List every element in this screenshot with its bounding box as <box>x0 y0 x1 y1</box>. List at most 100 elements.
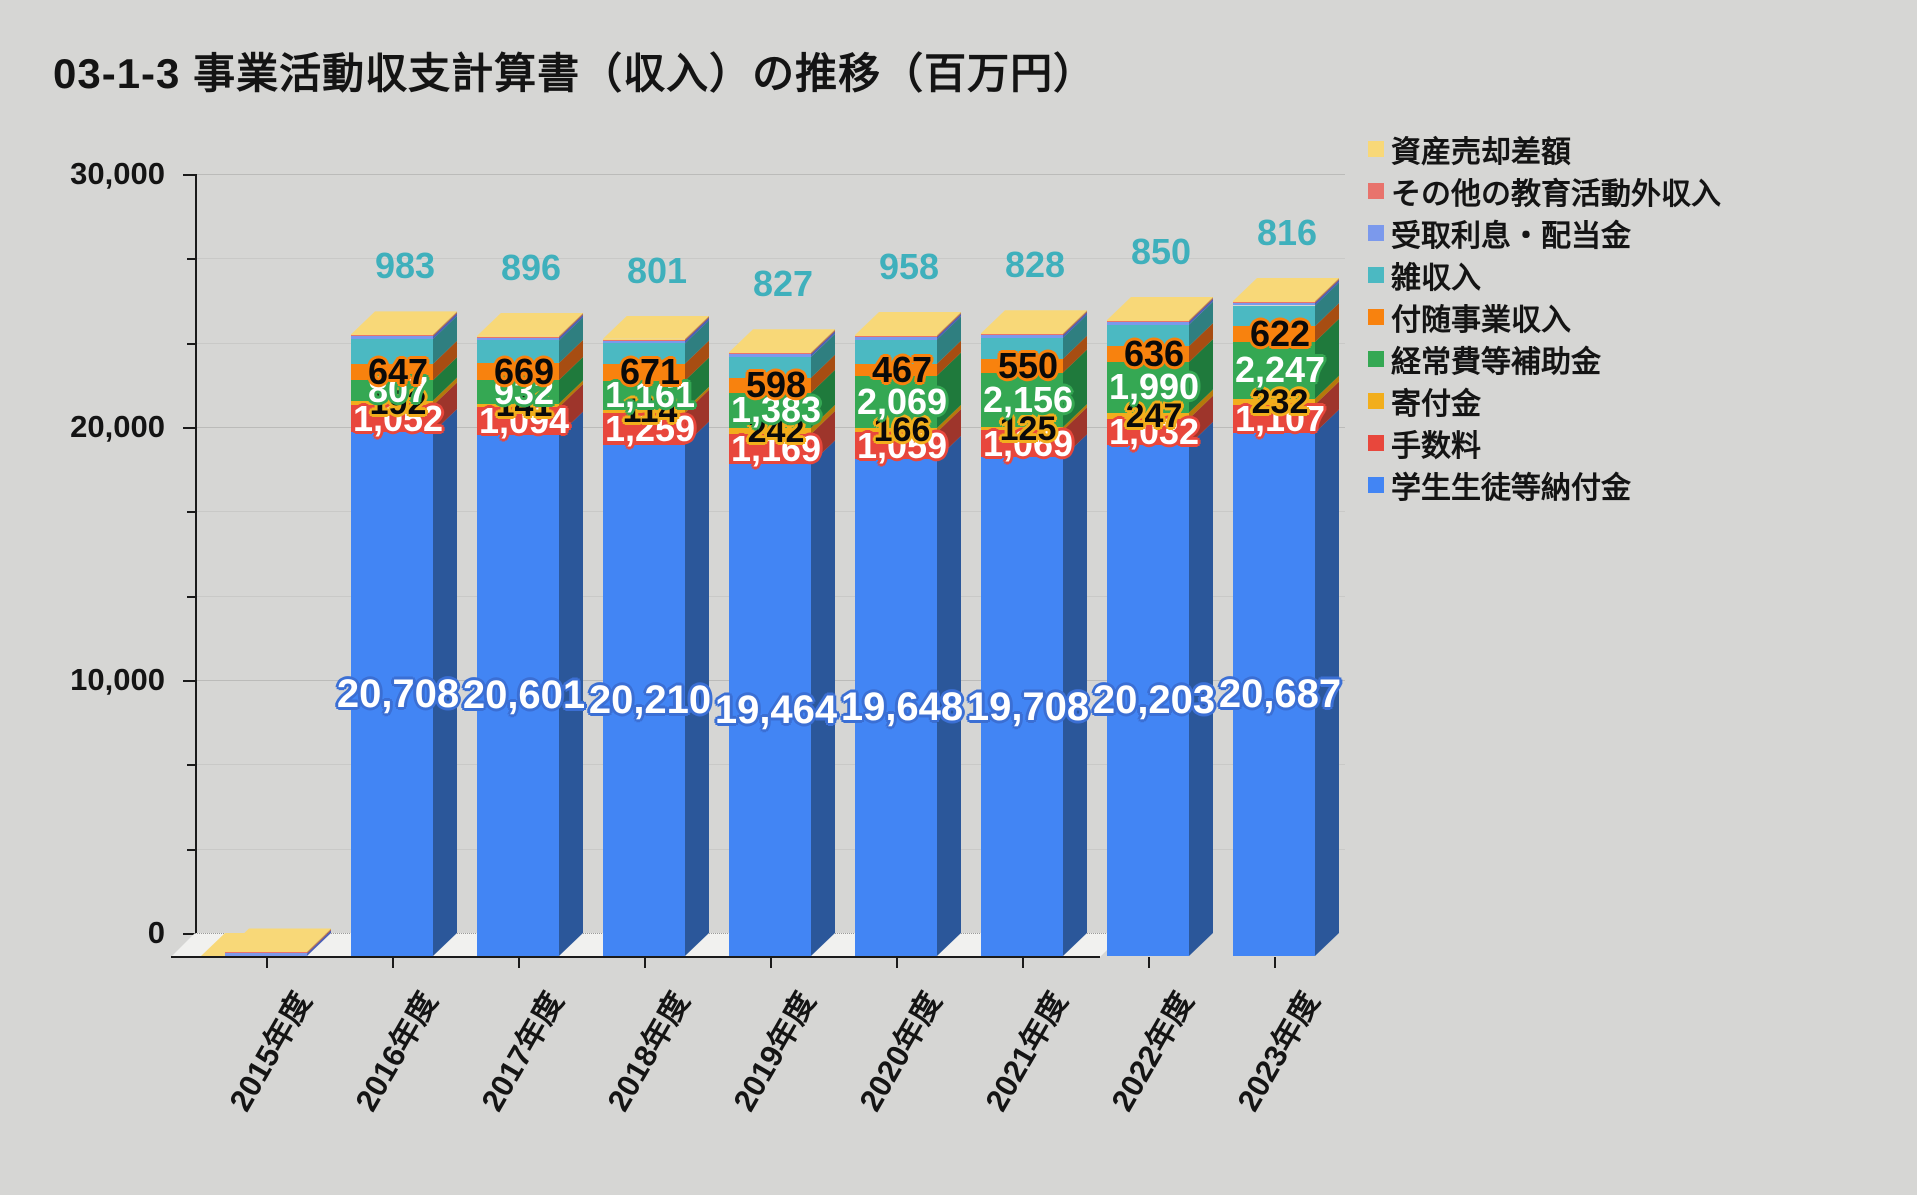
bar-segment[interactable] <box>1233 341 1315 399</box>
bar-segment[interactable] <box>1233 326 1315 342</box>
bar-segment[interactable] <box>477 379 559 404</box>
bar-segment[interactable] <box>351 338 433 364</box>
bar-segment[interactable] <box>477 363 559 380</box>
bar-segment[interactable] <box>603 339 685 341</box>
value-label: 1,259 <box>604 407 696 449</box>
bar-segment[interactable] <box>729 463 811 956</box>
bar-segment[interactable] <box>477 335 559 337</box>
bar-segment[interactable] <box>1107 321 1189 323</box>
bar-segment[interactable] <box>981 337 1063 359</box>
x-axis-tick <box>896 957 898 968</box>
bar-segment[interactable] <box>603 380 685 410</box>
bar-segment[interactable] <box>603 444 685 956</box>
bar-segment[interactable] <box>855 432 937 459</box>
bar-segment[interactable] <box>855 363 937 376</box>
bar-segment[interactable] <box>351 335 433 337</box>
bar-segment[interactable] <box>855 335 937 337</box>
bar-segment[interactable] <box>1233 300 1315 302</box>
bar-segment[interactable] <box>981 372 1063 428</box>
bar-segment[interactable] <box>981 333 1063 335</box>
bar-segment[interactable] <box>477 340 559 364</box>
bar-segment[interactable] <box>729 353 811 355</box>
bar-segment[interactable] <box>1233 302 1315 306</box>
bar-segment[interactable] <box>1233 432 1315 956</box>
bar-top-face <box>351 311 457 334</box>
legend-item[interactable]: その他の教育活動外収入 <box>1368 170 1721 212</box>
bar-segment-side <box>1189 422 1213 956</box>
y-axis-tick <box>187 595 195 598</box>
bar-segment[interactable] <box>1107 322 1189 325</box>
legend-swatch-icon <box>1368 477 1384 493</box>
bar-segment[interactable] <box>729 356 811 378</box>
bar-segment[interactable] <box>981 430 1063 458</box>
y-axis-tick <box>187 258 195 261</box>
bar-segment[interactable] <box>351 432 433 956</box>
bar-segment[interactable] <box>1107 418 1189 445</box>
bar-segment[interactable] <box>225 952 307 954</box>
bar-segment[interactable] <box>855 458 937 956</box>
bar-segment[interactable] <box>1107 444 1189 956</box>
legend-item[interactable]: 資産売却差額 <box>1368 128 1721 170</box>
y-axis-tick <box>183 680 195 682</box>
bar-top-face <box>477 313 583 336</box>
bar-segment[interactable] <box>351 363 433 381</box>
bar-segment[interactable] <box>477 434 559 956</box>
bar-segment[interactable] <box>981 335 1063 338</box>
value-label: 1,032 <box>1108 410 1200 452</box>
bar-segment[interactable] <box>855 375 937 428</box>
bar-segment[interactable] <box>603 340 685 344</box>
bar-segment[interactable] <box>729 377 811 393</box>
bar-segment[interactable] <box>855 427 937 433</box>
bar-segment[interactable] <box>603 363 685 381</box>
bar-segment[interactable] <box>1107 320 1189 321</box>
bar-segment[interactable] <box>477 336 559 338</box>
bar-segment[interactable] <box>855 339 937 364</box>
legend-item[interactable]: 学生生徒等納付金 <box>1368 464 1721 506</box>
value-label: 2,247 <box>1234 349 1326 391</box>
bar-segment[interactable] <box>1107 346 1189 363</box>
bar-segment[interactable] <box>1233 301 1315 303</box>
bar-segment[interactable] <box>1233 305 1315 327</box>
bar-segment[interactable] <box>729 354 811 357</box>
bar-segment[interactable] <box>477 337 559 341</box>
bar-segment[interactable] <box>603 409 685 413</box>
bar-segment[interactable] <box>351 334 433 336</box>
bar-segment[interactable] <box>1233 398 1315 405</box>
legend-item[interactable]: 受取利息・配当金 <box>1368 212 1721 254</box>
legend-item[interactable]: 手数料 <box>1368 422 1721 464</box>
bar-segment[interactable] <box>729 427 811 434</box>
bar-segment[interactable] <box>729 352 811 354</box>
bar-segment[interactable] <box>477 403 559 408</box>
bar-segment[interactable] <box>981 334 1063 336</box>
legend-item[interactable]: 雑収入 <box>1368 254 1721 296</box>
bar-segment[interactable] <box>351 400 433 406</box>
bar-segment[interactable] <box>1107 412 1189 419</box>
bar-segment[interactable] <box>1233 404 1315 433</box>
bar-segment[interactable] <box>729 433 811 464</box>
bar-segment[interactable] <box>981 457 1063 956</box>
bar-segment[interactable] <box>225 953 307 956</box>
value-label: 550 <box>997 344 1059 386</box>
bar-segment[interactable] <box>1107 362 1189 413</box>
bar-segment[interactable] <box>351 336 433 339</box>
bar-segment-side <box>433 409 457 956</box>
bar-segment[interactable] <box>351 380 433 401</box>
bar-segment[interactable] <box>855 334 937 336</box>
legend-item[interactable]: 経常費等補助金 <box>1368 338 1721 380</box>
bar-segment[interactable] <box>729 392 811 428</box>
legend-item[interactable]: 寄付金 <box>1368 380 1721 422</box>
value-label: 827 <box>752 263 814 305</box>
bar-segment[interactable] <box>351 405 433 433</box>
legend-item[interactable]: 付随事業収入 <box>1368 296 1721 338</box>
value-label: 467 <box>871 348 933 390</box>
bar-segment[interactable] <box>603 412 685 445</box>
bar-segment[interactable] <box>225 951 307 953</box>
bar-segment[interactable] <box>477 407 559 435</box>
bar-segment[interactable] <box>981 358 1063 373</box>
bar-segment[interactable] <box>603 338 685 340</box>
x-axis-label: 2022年度 <box>1104 986 1201 1117</box>
bar-segment[interactable] <box>981 427 1063 431</box>
bar-segment[interactable] <box>1107 324 1189 347</box>
bar-segment[interactable] <box>603 343 685 364</box>
bar-segment[interactable] <box>855 336 937 340</box>
